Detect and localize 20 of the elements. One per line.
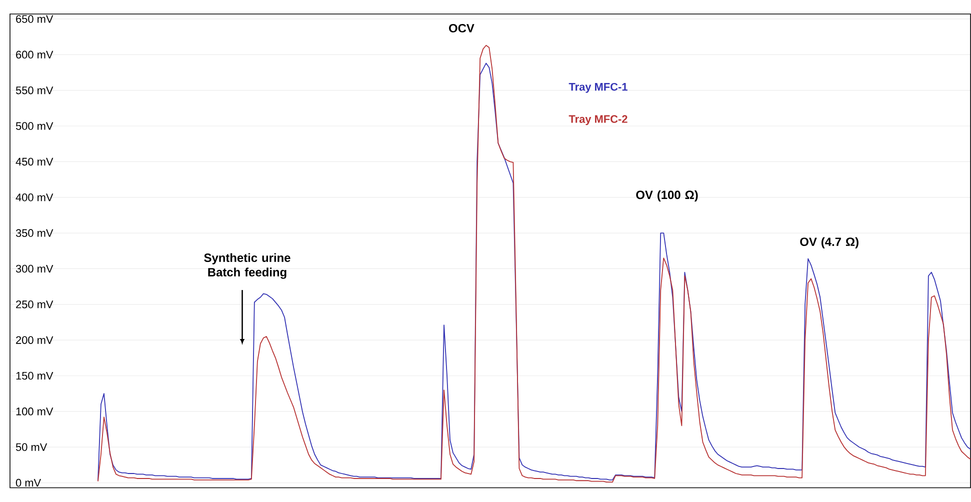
annotation: OV (100 Ω) [636,190,698,202]
y-tick-label: 100 mV [16,408,54,416]
y-tick-label: 500 mV [16,122,54,130]
y-tick-label: 400 mV [16,194,54,202]
text: Tray MFC-2 [568,115,628,126]
annotation: OV (4.7 Ω) [800,237,858,249]
y-tick-label: 450 mV [16,158,54,166]
y-tick-label: 650 mV [16,15,54,23]
annotation: OCV [449,24,474,33]
y-tick-label: 150 mV [16,372,54,380]
y-tick-label: 550 mV [16,86,54,94]
y-tick-label: 200 mV [16,336,54,344]
text: Tray MFC-1 [568,83,628,93]
y-tick-label: 300 mV [16,264,54,273]
y-tick-label: 0 mV [16,479,42,487]
y-tick-label: 50 mV [16,443,48,452]
y-tick-label: 250 mV [16,300,54,308]
y-tick-label: 600 mV [16,50,54,59]
y-tick-label: 350 mV [16,229,54,238]
annotation: Synthetic urine Batch feeding [204,253,290,279]
